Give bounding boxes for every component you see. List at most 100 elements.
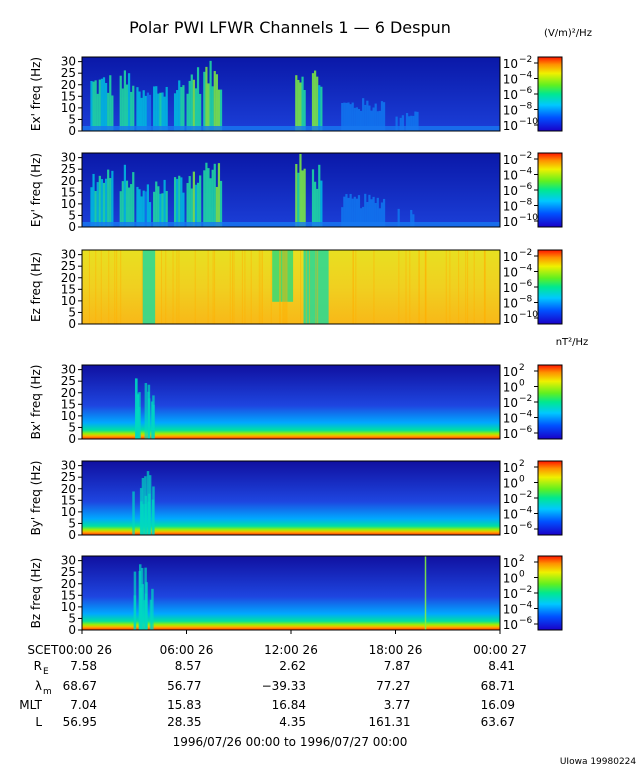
spectral-column bbox=[150, 401, 154, 439]
colorbar-tick-exponent: −6 bbox=[519, 521, 533, 531]
spectral-column bbox=[378, 110, 381, 131]
colorbar-gradient bbox=[537, 555, 563, 631]
spectral-column bbox=[147, 384, 151, 439]
spectral-column bbox=[100, 78, 104, 131]
spectral-column bbox=[163, 179, 166, 227]
spectral-column bbox=[188, 80, 191, 131]
spectral-column bbox=[412, 115, 415, 131]
electric-colorbar-unit: (V/m)²/Hz bbox=[544, 28, 592, 39]
y-tick-label: 10 bbox=[61, 101, 76, 115]
ez-streak bbox=[261, 250, 263, 324]
panel-background bbox=[82, 461, 500, 535]
colorbar-tick-label: 10 bbox=[503, 365, 518, 379]
spectral-column bbox=[347, 102, 350, 131]
y-tick-label: 25 bbox=[61, 374, 76, 388]
colorbar-tick-label: 10 bbox=[503, 461, 518, 475]
ez-streak bbox=[286, 250, 288, 324]
ez-streak bbox=[352, 250, 354, 324]
ez-streak bbox=[229, 250, 231, 324]
ephemeris-row-label: λ bbox=[35, 679, 42, 693]
spectral-column bbox=[142, 90, 145, 131]
spectral-column bbox=[349, 104, 352, 131]
colorbar-tick-label: 10 bbox=[503, 396, 518, 410]
colorbar-gradient bbox=[537, 249, 563, 325]
colorbar-tick-exponent: −6 bbox=[519, 86, 533, 96]
ez-streak bbox=[207, 250, 209, 324]
colorbar-tick-exponent: −4 bbox=[519, 506, 533, 516]
spectral-column bbox=[199, 93, 202, 131]
ephemeris-value: 56.95 bbox=[63, 715, 97, 729]
y-tick-label: 15 bbox=[61, 493, 76, 507]
ephemeris-value: 68.71 bbox=[481, 679, 515, 693]
spectral-column bbox=[374, 202, 377, 227]
ez-streak bbox=[165, 250, 167, 324]
colorbar-tick-exponent: −2 bbox=[519, 151, 532, 161]
spectral-column bbox=[211, 169, 214, 227]
spectral-column bbox=[219, 180, 223, 227]
y-tick-label: 10 bbox=[61, 409, 76, 423]
ez-streak bbox=[194, 250, 196, 324]
ez-streak bbox=[120, 250, 122, 324]
y-tick-label: 15 bbox=[61, 588, 76, 602]
spectral-column bbox=[130, 184, 133, 227]
colorbar: 10−210−410−610−810−10 bbox=[503, 248, 563, 326]
y-tick-label: 10 bbox=[61, 505, 76, 519]
spectral-column bbox=[144, 383, 148, 439]
y-tick-label: 15 bbox=[61, 185, 76, 199]
y-tick-label: 20 bbox=[61, 271, 76, 285]
ephemeris-value: 63.67 bbox=[481, 715, 515, 729]
panel-frame bbox=[81, 364, 501, 440]
spectral-column bbox=[157, 93, 160, 131]
spectral-column bbox=[372, 107, 375, 131]
y-axis-label: Ez freq (Hz) bbox=[29, 252, 43, 322]
ez-streak bbox=[241, 250, 243, 324]
spectral-column bbox=[378, 208, 381, 227]
colorbar-tick-label: 10 bbox=[503, 381, 518, 395]
colorbar-tick-exponent: −2 bbox=[519, 394, 532, 404]
spectral-column bbox=[90, 80, 93, 131]
spectral-column bbox=[414, 111, 417, 131]
y-tick-label: 20 bbox=[61, 577, 76, 591]
low-freq-band bbox=[82, 222, 500, 227]
spectral-column bbox=[351, 198, 354, 227]
spectral-column bbox=[194, 184, 198, 227]
spectral-column bbox=[180, 177, 183, 227]
spectral-column bbox=[151, 499, 155, 535]
spectral-column bbox=[119, 75, 122, 131]
y-tick-label: 30 bbox=[61, 459, 76, 473]
ez-streak bbox=[212, 250, 214, 324]
ez-streak bbox=[458, 250, 460, 324]
spectral-column bbox=[345, 194, 348, 227]
spectral-column bbox=[297, 172, 300, 227]
spectral-column bbox=[107, 92, 110, 131]
spectral-column bbox=[165, 86, 168, 131]
spectral-column bbox=[159, 92, 162, 131]
spectral-column bbox=[316, 76, 319, 131]
ez-streak bbox=[398, 250, 400, 324]
spectral-column bbox=[359, 208, 363, 227]
colorbar-tick-exponent: −2 bbox=[519, 248, 532, 258]
spectral-column bbox=[368, 105, 371, 131]
spectral-column bbox=[362, 98, 365, 131]
ephemeris-row-label: L bbox=[35, 715, 42, 729]
colorbar-tick-exponent: 2 bbox=[519, 554, 525, 564]
ephemeris-value: 4.35 bbox=[279, 715, 306, 729]
spectral-column bbox=[370, 110, 373, 131]
x-tick-label: 18:00 26 bbox=[369, 643, 423, 657]
colorbar: 10−210−410−610−810−10 bbox=[503, 55, 563, 133]
spectral-column bbox=[410, 209, 413, 227]
colorbar-tick-exponent: 0 bbox=[519, 475, 525, 485]
spectral-column bbox=[395, 116, 398, 131]
spectral-column bbox=[190, 188, 193, 227]
ephemeris-value: 15.83 bbox=[167, 698, 201, 712]
y-tick-label: 5 bbox=[68, 611, 76, 625]
spectral-column bbox=[351, 102, 354, 131]
colorbar-tick-exponent: 0 bbox=[519, 379, 525, 389]
spectral-features bbox=[134, 378, 155, 439]
ephemeris-value: 2.62 bbox=[279, 659, 306, 673]
spectral-column bbox=[149, 599, 153, 630]
colorbar-tick-label: 10 bbox=[503, 200, 518, 214]
spectral-column bbox=[144, 476, 147, 535]
ez-streak bbox=[300, 250, 302, 324]
